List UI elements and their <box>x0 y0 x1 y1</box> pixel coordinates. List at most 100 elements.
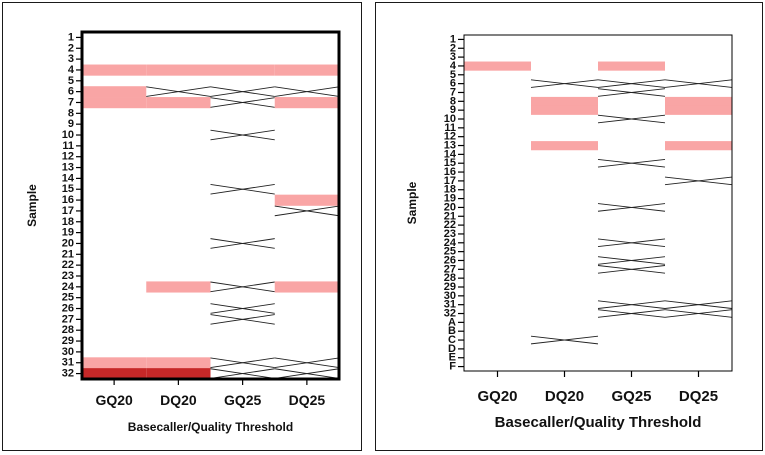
y-tick-label: 4 <box>68 64 75 76</box>
y-axis-title: Sample <box>405 181 419 224</box>
y-tick-label: 11 <box>444 122 456 134</box>
y-tick-label: 28 <box>444 272 456 284</box>
y-tick-label: 29 <box>444 281 456 293</box>
cell-13-DQ20 <box>531 141 598 151</box>
y-tick-label: 15 <box>62 183 74 195</box>
y-tick-label: 7 <box>68 96 74 108</box>
y-tick-label: 22 <box>444 219 456 231</box>
cell-7-DQ20 <box>146 97 211 109</box>
y-tick-label: 11 <box>62 140 74 152</box>
cell-6-GQ20 <box>82 86 147 98</box>
excluded-cell-6-GQ25 <box>210 86 275 97</box>
y-tick-label: 31 <box>444 299 456 311</box>
y-tick-label: 20 <box>62 237 74 249</box>
y-tick-label: 6 <box>68 86 74 98</box>
y-tick-label: 4 <box>450 60 457 72</box>
excluded-cell-17-DQ25 <box>664 176 733 186</box>
cell-4-DQ20 <box>146 64 211 76</box>
excluded-cell-32-GQ25 <box>597 309 666 318</box>
cell-7-DQ25 <box>274 97 339 109</box>
excluded-cell-17-DQ25 <box>274 205 340 217</box>
excluded-cell-32-DQ25 <box>274 368 340 379</box>
y-tick-label: C <box>448 334 456 346</box>
cell-7-GQ20 <box>82 97 147 109</box>
plot-frame <box>80 30 341 381</box>
y-tick-label: 26 <box>444 254 456 266</box>
y-tick-label: 25 <box>444 246 456 258</box>
y-tick-label: 30 <box>62 346 74 358</box>
y-tick-label: 25 <box>62 292 74 304</box>
y-tick-label: 6 <box>450 78 456 90</box>
cell-13-DQ25 <box>665 141 732 151</box>
y-tick-label: 9 <box>450 104 456 116</box>
plot-frame <box>463 34 733 372</box>
excluded-cell-32-DQ25 <box>664 309 733 318</box>
cell-4-GQ25 <box>598 61 665 71</box>
excluded-cell-6-DQ20 <box>530 79 599 88</box>
cell-31-DQ20 <box>146 357 211 369</box>
y-tick-label: A <box>448 316 456 328</box>
y-tick-label: 31 <box>62 357 74 369</box>
excluded-cell-27-GQ25 <box>210 314 275 325</box>
left-heatmap-chart: 1234567891011121314151617181920212223242… <box>25 30 341 434</box>
cell-4-GQ20 <box>464 61 531 71</box>
y-tick-label: 14 <box>62 172 75 184</box>
excluded-cell-6-DQ25 <box>664 79 733 88</box>
y-tick-label: 9 <box>68 118 74 130</box>
excluded-cell-20-GQ25 <box>597 203 666 212</box>
y-tick-label: 27 <box>62 313 74 325</box>
y-tick-label: B <box>448 325 456 337</box>
excluded-cell-15-GQ25 <box>210 183 275 195</box>
y-tick-label: 22 <box>62 259 74 271</box>
cell-32-DQ20 <box>146 368 211 380</box>
excluded-cell-27-GQ25 <box>597 265 666 274</box>
y-tick-label: 8 <box>450 95 456 107</box>
y-tick-label: 7 <box>450 86 456 98</box>
right-heatmap-chart: 1234567891011121314151617181920212223242… <box>405 33 733 431</box>
y-tick-label: 13 <box>444 140 456 152</box>
excluded-cell-26-GQ25 <box>597 256 666 265</box>
excluded-cell-10-GQ25 <box>597 114 666 124</box>
x-tick-label: DQ25 <box>679 388 718 405</box>
cell-9-DQ20 <box>531 105 598 115</box>
y-tick-label: 10 <box>444 113 456 125</box>
y-tick-label: 8 <box>68 107 74 119</box>
y-tick-label: 3 <box>450 51 456 63</box>
y-tick-label: F <box>449 361 456 373</box>
y-tick-label: 5 <box>68 75 74 87</box>
y-tick-label: 10 <box>62 129 74 141</box>
y-tick-label: 1 <box>68 31 74 43</box>
y-tick-label: 24 <box>62 281 75 293</box>
y-tick-label: 17 <box>444 175 456 187</box>
y-tick-label: 1 <box>450 33 456 45</box>
x-axis-title: Basecaller/Quality Threshold <box>128 420 293 434</box>
x-axis: GQ20 DQ20 GQ25 DQ25 <box>95 379 325 408</box>
cell-9-DQ25 <box>665 105 732 115</box>
x-tick-label: GQ25 <box>611 388 651 405</box>
x-tick-label: DQ20 <box>545 388 584 405</box>
x-axis: GQ20 DQ20 GQ25 DQ25 <box>477 371 718 405</box>
excluded-cell-10-GQ25 <box>210 129 275 141</box>
y-axis-title: Sample <box>25 184 39 227</box>
y-tick-label: D <box>448 343 456 355</box>
y-tick-label: 2 <box>68 42 74 54</box>
y-tick-label: 19 <box>62 227 74 239</box>
x-tick-label: GQ25 <box>224 392 262 408</box>
y-tick-label: 16 <box>444 166 456 178</box>
cell-4-DQ25 <box>274 64 339 76</box>
cell-8-DQ20 <box>531 96 598 107</box>
cell-4-GQ25 <box>210 64 275 76</box>
y-tick-label: 21 <box>62 248 74 260</box>
y-tick-label: 17 <box>62 205 74 217</box>
y-tick-label: 19 <box>444 193 456 205</box>
x-tick-label: DQ20 <box>160 392 197 408</box>
excluded-cell-26-GQ25 <box>210 303 275 314</box>
y-axis: 1234567891011121314151617181920212223242… <box>444 33 464 373</box>
x-tick-label: GQ20 <box>95 392 133 408</box>
cell-16-DQ25 <box>274 194 339 206</box>
excluded-cell-C-DQ20 <box>530 335 599 345</box>
excluded-cell-32-GQ25 <box>210 368 275 379</box>
y-axis: 1234567891011121314151617181920212223242… <box>62 31 82 380</box>
excluded-cell-24-GQ25 <box>597 238 666 248</box>
excluded-cell-31-DQ25 <box>274 357 340 369</box>
